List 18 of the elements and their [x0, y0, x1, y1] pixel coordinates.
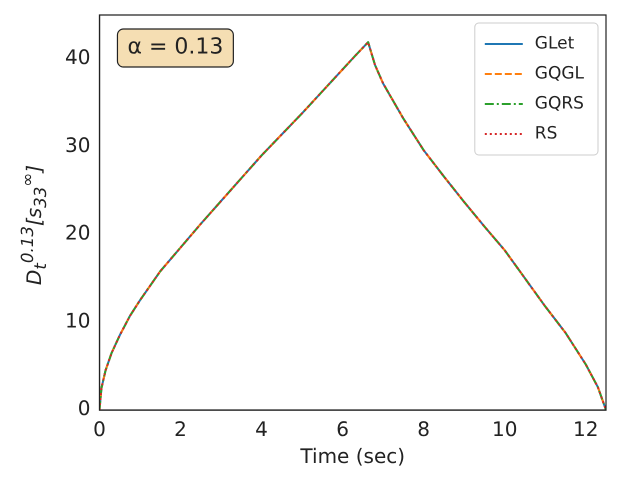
y-tick-label: 40	[64, 45, 90, 70]
legend-label: GLet	[534, 33, 575, 54]
x-tick-label: 0	[93, 417, 106, 442]
annotation: α = 0.13	[127, 34, 224, 60]
x-tick-label: 8	[417, 417, 430, 442]
legend-label: GQRS	[534, 93, 584, 114]
x-axis-title: Time (sec)	[299, 444, 406, 468]
x-tick-label: 12	[573, 417, 598, 442]
y-tick-label: 0	[78, 396, 90, 420]
x-tick-label: 4	[255, 417, 268, 442]
y-tick-label: 30	[64, 132, 90, 157]
x-tick-label: 6	[336, 417, 349, 442]
legend-label: GQGL	[534, 63, 585, 84]
x-tick-label: 10	[492, 417, 518, 442]
y-tick-label: 20	[64, 220, 90, 245]
x-tick-label: 2	[174, 417, 187, 442]
legend-label: RS	[534, 123, 558, 144]
y-tick-label: 10	[64, 308, 90, 332]
